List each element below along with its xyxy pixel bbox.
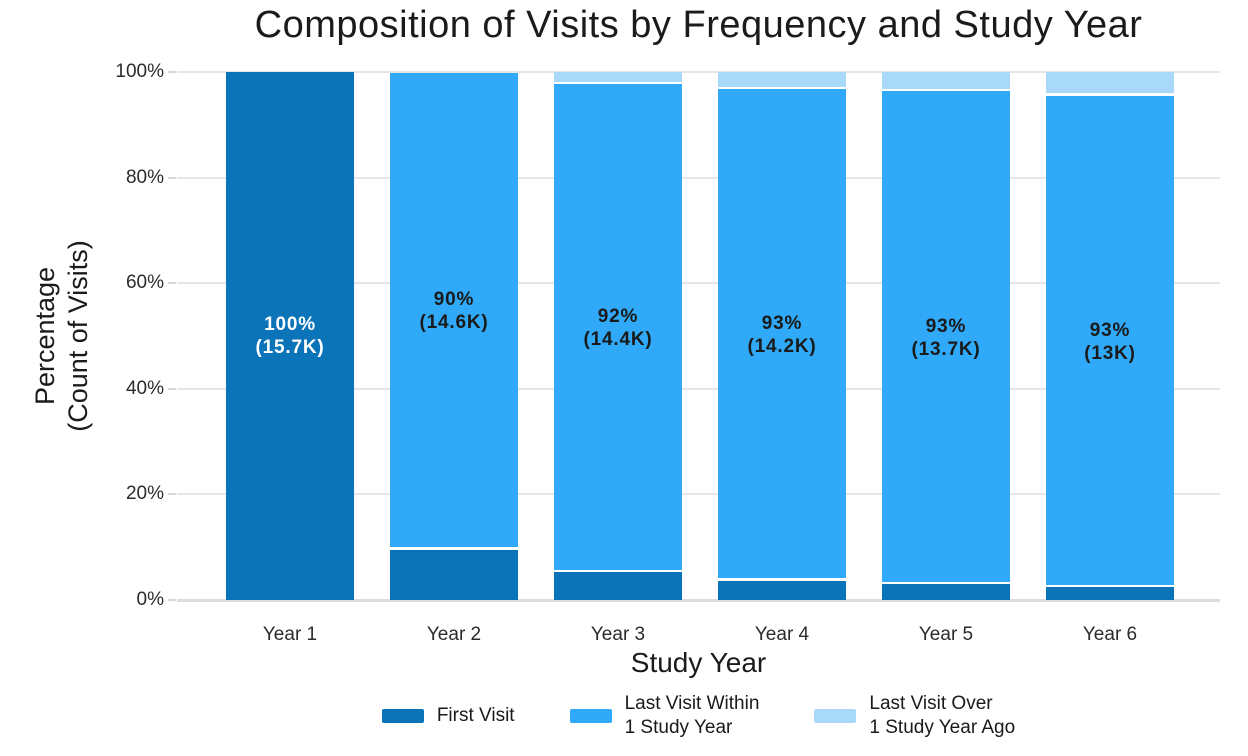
chart-title: Composition of Visits by Frequency and S… [254,4,1143,46]
legend-label: First Visit [436,705,515,726]
y-tick-label: 100% [115,61,164,82]
y-tick-mark [168,493,176,496]
bar-segment-first-visit-year-3 [554,572,682,600]
x-tick-label-year-2: Year 2 [426,624,482,645]
bar-segment-last-visit-within-1-study-year-year-5 [882,91,1010,582]
y-tick-mark [168,71,176,73]
y-tick-label: 60% [125,272,164,294]
x-axis-line [177,599,1220,602]
bar-segment-last-visit-over-1-study-year-ago-year-4 [718,72,846,87]
bar-segment-last-visit-within-1-study-year-year-2 [390,73,518,548]
bar-value-label-year-6: 93% (13K) [1084,319,1136,364]
x-tick-label-year-4: Year 4 [754,624,810,645]
y-tick-label: 80% [125,166,164,188]
bar-value-label-year-5: 93% (13.7K) [911,315,981,360]
bar-segment-last-visit-within-1-study-year-year-4 [718,89,846,579]
legend-item-last-visit-over-1-study-year-ago: Last Visit Over 1 Study Year Ago [814,692,1015,740]
legend-swatch-icon [381,709,424,723]
x-tick-label-year-1: Year 1 [262,624,318,645]
x-tick-label-year-5: Year 5 [918,624,974,645]
y-tick-mark [168,176,176,179]
y-tick-label: 20% [125,483,164,505]
y-axis-title: Percentage (Count of Visits) [30,240,93,432]
bar-value-label-year-1: 100% (15.7K) [255,314,325,358]
x-tick-label-year-3: Year 3 [590,624,646,645]
bar-segment-first-visit-year-6 [1046,587,1174,600]
y-tick-label: 0% [136,589,164,610]
gridline-60 [177,282,1220,285]
bar-segment-last-visit-over-1-study-year-ago-year-6 [1046,72,1174,94]
y-tick-mark [168,599,176,601]
bar-value-label-year-4: 93% (14.2K) [747,313,817,358]
bar-segment-first-visit-year-2 [390,549,518,600]
y-tick-mark [168,387,176,390]
x-axis-title: Study Year [630,647,767,678]
gridline-80 [177,176,1220,179]
legend-item-first-visit: First Visit [381,704,515,728]
bar-segment-first-visit-year-1 [226,72,354,600]
bar-segment-first-visit-year-5 [882,584,1010,600]
legend-swatch-icon [569,709,612,723]
y-tick-label: 40% [125,377,164,399]
bar-value-label-year-3: 92% (14.4K) [583,306,653,351]
legend-swatch-icon [814,709,857,723]
gridline-100 [177,71,1220,73]
legend-label: Last Visit Within 1 Study Year [624,693,760,738]
x-tick-label-year-6: Year 6 [1082,624,1138,645]
bar-segment-first-visit-year-4 [718,580,846,600]
bar-segment-last-visit-over-1-study-year-ago-year-5 [882,72,1010,89]
legend-label: Last Visit Over 1 Study Year Ago [869,693,1016,738]
bar-segment-last-visit-within-1-study-year-year-3 [554,84,682,570]
bar-segment-last-visit-over-1-study-year-ago-year-3 [554,72,682,82]
bar-segment-last-visit-within-1-study-year-year-6 [1046,95,1174,585]
gridline-40 [177,387,1220,390]
gridline-20 [177,493,1220,496]
legend-item-last-visit-within-1-study-year: Last Visit Within 1 Study Year [569,692,760,740]
y-tick-mark [168,282,176,285]
legend: First Visit Last Visit Within 1 Study Yea… [177,692,1220,740]
bar-value-label-year-2: 90% (14.6K) [419,289,489,334]
